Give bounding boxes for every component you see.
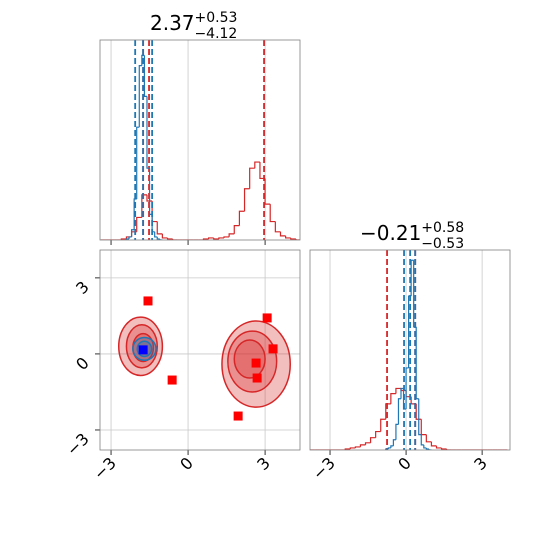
histogram-step [223, 236, 230, 238]
histogram-step [154, 231, 158, 238]
histogram-step [254, 161, 260, 169]
histogram-step [385, 403, 391, 420]
histogram-step [425, 434, 432, 443]
histogram-step [430, 441, 437, 447]
scatter-point [262, 313, 272, 323]
y-tick-label: −3 [63, 429, 93, 459]
x-tick-label: −3 [309, 453, 339, 483]
histogram-step [387, 447, 391, 449]
histogram-step [405, 367, 409, 409]
histogram-step [390, 392, 396, 404]
histogram-step [141, 54, 145, 66]
scatter-point [268, 344, 278, 354]
plot-area [100, 40, 300, 240]
title-value: 2.37 [150, 11, 195, 35]
histogram-step [166, 237, 173, 240]
plot-area [310, 250, 508, 450]
histogram-step [390, 445, 394, 448]
histogram-step [156, 236, 160, 240]
histogram-step [400, 387, 404, 399]
x-tick-label: 0 [394, 453, 415, 474]
histogram-step [161, 233, 168, 239]
scatter-point [251, 358, 261, 368]
histogram-step [233, 225, 240, 234]
histogram-step [392, 439, 396, 446]
histogram-step [128, 236, 132, 239]
histogram-step [420, 419, 427, 436]
histogram-step [208, 237, 214, 239]
histogram-step [279, 231, 286, 237]
x-tick-label: 0 [176, 453, 197, 474]
x-tick-label: 3 [253, 453, 274, 474]
histogram-step [420, 434, 424, 446]
histogram-step [130, 229, 135, 237]
histogram-step [138, 65, 142, 128]
x-tick-label: −3 [90, 453, 120, 483]
histogram-step [435, 445, 442, 449]
panel-title: −0.21+0.58 −0.53 [360, 220, 464, 252]
histogram-step [349, 447, 356, 449]
contour [233, 339, 266, 379]
title-value: −0.21 [360, 221, 421, 245]
histogram-step [395, 423, 399, 440]
histogram-step [395, 387, 402, 394]
y-tick-label: 3 [72, 277, 93, 298]
histogram-step [295, 238, 300, 240]
histogram-step [143, 55, 147, 98]
histogram-step [172, 238, 178, 240]
histogram-step [397, 398, 402, 425]
histogram-step [218, 237, 225, 239]
histogram-step [364, 442, 371, 445]
histogram-step [213, 237, 219, 240]
histogram-step [428, 448, 432, 450]
histogram-step [410, 259, 414, 297]
histogram-step [285, 235, 291, 239]
histogram-step [380, 418, 386, 432]
scatter-point [143, 296, 153, 306]
histogram-step [290, 237, 296, 240]
histogram-step [359, 444, 366, 447]
panel-frame [99, 39, 301, 241]
histogram-step [354, 446, 361, 448]
histogram-step [243, 188, 250, 212]
histogram-step [146, 194, 153, 202]
histogram-step [418, 398, 422, 436]
panel-frame [99, 249, 301, 451]
histogram-step [264, 178, 271, 205]
scatter-point [167, 375, 177, 385]
histogram-step [249, 167, 255, 189]
histogram-step [159, 238, 163, 240]
title-lower: −4.12 [194, 26, 237, 42]
histogram-step [136, 216, 142, 232]
panel-title: 2.37+0.53 −4.12 [150, 10, 237, 42]
histogram-step [415, 403, 422, 420]
histogram-step [440, 447, 447, 450]
histogram-step [136, 126, 140, 199]
y-tick-label: 0 [72, 353, 93, 374]
histogram-step [146, 96, 150, 169]
histogram-step [375, 430, 381, 438]
histogram-step [369, 437, 376, 443]
panel-frame [309, 249, 511, 451]
histogram-step [238, 210, 245, 226]
scatter-point [138, 345, 148, 355]
scatter-point [233, 411, 243, 421]
histogram-step [423, 444, 427, 449]
plot-area [117, 296, 291, 421]
histogram-step [274, 221, 281, 233]
histogram-step [156, 221, 163, 235]
scatter-point [252, 373, 262, 383]
title-upper: +0.53 [195, 10, 238, 26]
histogram-step [425, 447, 429, 450]
title-upper: +0.58 [421, 220, 464, 236]
histogram-step [446, 448, 452, 450]
histogram-step [141, 194, 147, 218]
title-lower: −0.53 [421, 236, 464, 252]
histogram-step [228, 233, 235, 237]
histogram-step [269, 204, 276, 223]
x-tick-label: 3 [470, 453, 491, 474]
histogram-step [415, 326, 419, 400]
